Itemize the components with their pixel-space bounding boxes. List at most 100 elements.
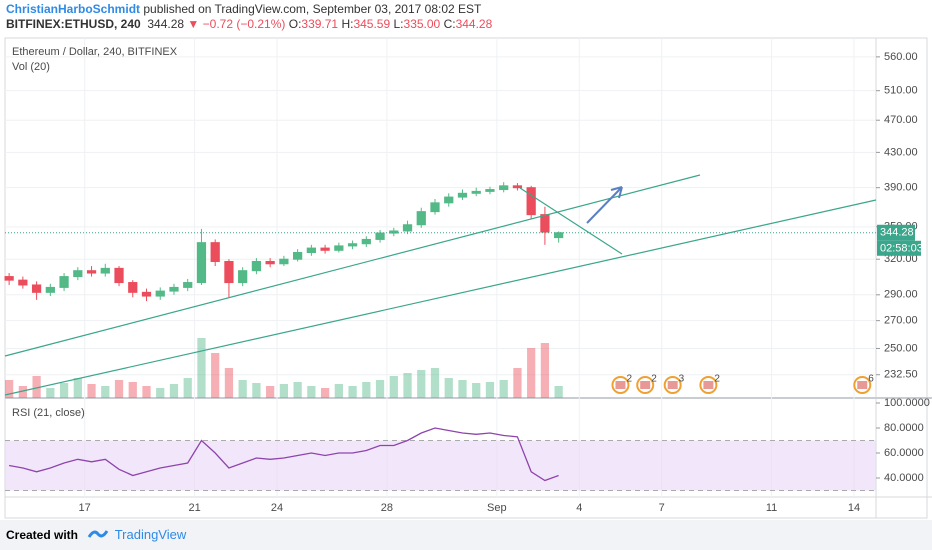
y-tick-label: 390.00: [884, 182, 918, 194]
candle-body: [389, 230, 399, 234]
candle-body: [86, 270, 97, 274]
pane-title: Ethereum / Dollar, 240, BITFINEX: [12, 46, 178, 58]
candle-body: [334, 245, 344, 251]
candle-body: [540, 214, 550, 233]
candle-body: [141, 291, 152, 297]
arrow: ▼: [187, 17, 200, 31]
price-label: 344.28: [880, 227, 914, 239]
y-tick-label: 510.00: [884, 85, 918, 97]
volume-bar: [238, 380, 247, 398]
y-tick-label: 232.50: [884, 369, 918, 381]
candle-body: [224, 260, 234, 284]
published: published on TradingView.com, September …: [143, 2, 482, 16]
chart: Ethereum / Dollar, 240, BITFINEX Vol (20…: [4, 37, 932, 519]
flag-stripes: [615, 381, 626, 389]
volume-bar: [128, 382, 137, 398]
volume-bar: [211, 353, 220, 398]
y-tick-label: 60.0000: [884, 447, 924, 459]
volume-bar: [389, 376, 398, 398]
volume-bar: [59, 383, 69, 398]
volume-bar: [499, 380, 508, 398]
l-label: L:: [393, 17, 404, 31]
candle-body: [444, 196, 454, 204]
volume-bar: [101, 386, 110, 398]
candle-body: [238, 270, 248, 284]
y-tick-label: 560.00: [884, 51, 918, 63]
candle-body: [114, 267, 124, 284]
candle-body: [499, 185, 509, 191]
candle-body: [155, 290, 165, 297]
volume-bar: [224, 368, 234, 398]
flag-stripes: [857, 381, 868, 389]
price-box: [877, 224, 915, 241]
x-tick-label: 17: [79, 502, 91, 514]
volume-bar: [156, 388, 165, 398]
x-tick-label: 24: [271, 502, 283, 514]
volume-bar: [485, 382, 495, 398]
candle-body: [485, 189, 495, 192]
volume-bar: [293, 382, 302, 398]
volume-bar: [32, 376, 41, 398]
symbol: BITFINEX:ETHUSD, 240: [6, 17, 141, 31]
x-tick-label: 7: [659, 502, 665, 514]
h: 345.59: [353, 17, 391, 31]
candle-body: [512, 185, 523, 189]
volume-bar: [444, 378, 453, 398]
volume-title: Vol (20): [12, 61, 50, 73]
y-tick-label: 40.0000: [884, 472, 924, 484]
event-count: 3: [679, 374, 685, 385]
y-tick-label: 270.00: [884, 315, 918, 327]
last: 344.28: [147, 17, 185, 31]
volume-bar: [334, 384, 343, 398]
candle-body: [457, 192, 468, 198]
volume-bar: [403, 373, 412, 398]
candle-body: [526, 187, 536, 216]
volume-bar: [307, 386, 316, 398]
candle-body: [265, 260, 275, 265]
candle-body: [4, 276, 14, 281]
x-tick-label: Sep: [487, 502, 507, 514]
y-tick-label: 320.00: [884, 253, 918, 265]
candle-body: [128, 282, 138, 293]
o: 339.71: [301, 17, 339, 31]
candle-body: [361, 238, 371, 245]
event-count: 2: [714, 374, 720, 385]
candle-body: [18, 279, 28, 286]
volume-bar: [183, 378, 192, 398]
volume-bar: [5, 380, 14, 398]
flag-stripes: [640, 381, 651, 389]
candle-body: [279, 258, 289, 265]
candle-body: [183, 282, 193, 288]
volume-bar: [73, 378, 82, 398]
volume-bar: [114, 380, 124, 398]
volume-bar: [197, 338, 206, 398]
volume-bar: [417, 370, 426, 398]
y-tick-label: 80.0000: [884, 422, 924, 434]
c: 344.28: [455, 17, 493, 31]
candle-body: [210, 242, 220, 262]
volume-bar: [540, 343, 550, 398]
candle-body: [471, 190, 481, 194]
c-label: C:: [443, 17, 456, 31]
countdown: 02:58:03: [880, 243, 923, 255]
event-count: 6: [868, 374, 874, 385]
event-count: 2: [651, 374, 657, 385]
volume-bar: [279, 384, 289, 398]
created: Created with: [6, 528, 79, 542]
volume-bar: [554, 386, 563, 398]
rsi-title: RSI (21, close): [12, 407, 85, 419]
trend-line: [519, 187, 623, 255]
candle-body: [347, 243, 358, 247]
rsi-band: [5, 440, 876, 491]
arrow: [586, 186, 623, 224]
author[interactable]: ChristianHarboSchmidt: [6, 2, 141, 16]
candle-body: [554, 232, 564, 239]
brand[interactable]: TradingView: [114, 527, 187, 542]
candle-body: [306, 247, 316, 253]
volume-bar: [513, 368, 522, 398]
volume-bar: [142, 386, 151, 398]
candle-body: [430, 202, 440, 213]
logo: [88, 530, 109, 538]
y-tick-label: 250.00: [884, 342, 918, 354]
